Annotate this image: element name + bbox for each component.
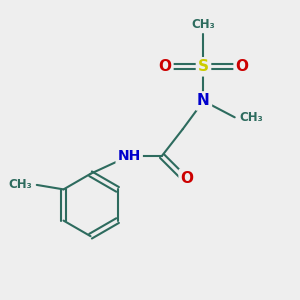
Text: S: S [198, 59, 209, 74]
Text: O: O [181, 171, 194, 186]
Text: CH₃: CH₃ [239, 111, 263, 124]
Text: N: N [197, 94, 210, 109]
Text: O: O [236, 59, 249, 74]
Text: O: O [158, 59, 171, 74]
Text: CH₃: CH₃ [192, 18, 215, 31]
Text: NH: NH [118, 149, 141, 163]
Text: CH₃: CH₃ [9, 178, 32, 191]
